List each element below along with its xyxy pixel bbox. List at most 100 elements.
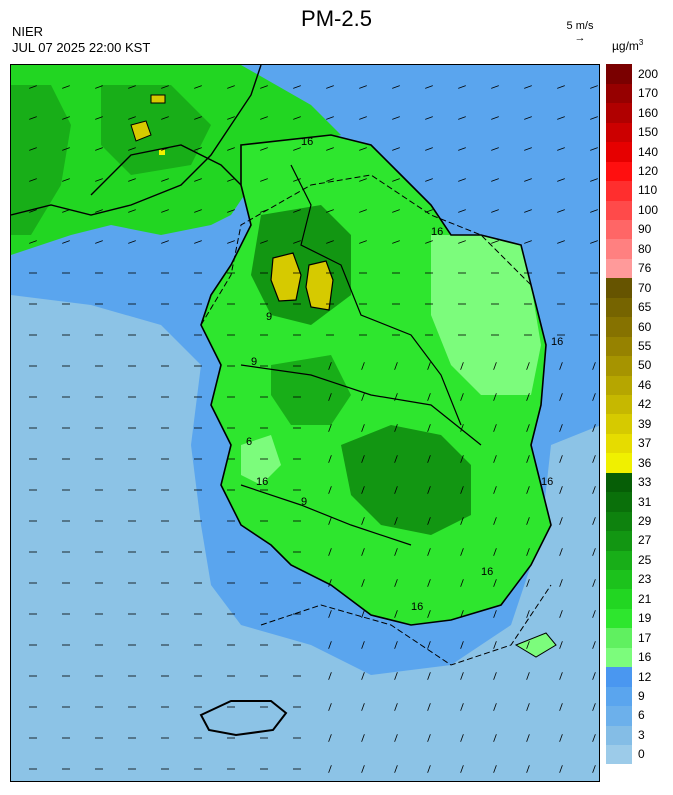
wind-arrow-icon: [392, 240, 400, 244]
wind-arrow-icon: [293, 240, 301, 244]
wind-arrow-icon: [161, 240, 169, 244]
wind-arrow-icon: [194, 85, 202, 89]
contour-label: 9: [301, 496, 307, 508]
wind-arrow-icon: [361, 765, 365, 773]
agency-label: NIER: [12, 24, 44, 39]
legend-swatch: [606, 530, 632, 551]
wind-arrow-icon: [427, 703, 431, 711]
hotspot-seoul-east: [305, 260, 334, 311]
wind-arrow-icon: [460, 517, 464, 525]
wind-arrow-icon: [392, 178, 400, 182]
wind-arrow-icon: [328, 424, 332, 432]
wind-arrow-icon: [526, 765, 530, 773]
wind-arrow-icon: [293, 178, 301, 182]
wind-arrow-icon: [328, 517, 332, 525]
wind-arrow-icon: [590, 240, 598, 244]
wind-arrow-icon: [590, 209, 598, 213]
wind-arrow-icon: [559, 765, 563, 773]
wind-arrow-icon: [460, 703, 464, 711]
wind-arrow-icon: [458, 116, 466, 120]
legend-swatch: [606, 433, 632, 454]
wind-arrow-icon: [460, 548, 464, 556]
wind-arrow-icon: [227, 209, 235, 213]
legend-value-label: 76: [638, 261, 652, 276]
wind-arrow-icon: [460, 672, 464, 680]
wind-arrow-icon: [394, 455, 398, 463]
legend-swatch: [606, 472, 632, 493]
wind-arrow-icon: [427, 393, 431, 401]
wind-arrow-icon: [592, 765, 596, 773]
wind-arrow-icon: [592, 393, 596, 401]
wind-arrow-icon: [128, 178, 136, 182]
wind-arrow-icon: [260, 178, 268, 182]
wind-arrow-icon: [260, 240, 268, 244]
wind-arrow-icon: [293, 85, 301, 89]
legend-value-label: 70: [638, 280, 652, 295]
color-legend: [606, 64, 632, 765]
legend-swatch: [606, 705, 632, 726]
wind-arrow-icon: [592, 703, 596, 711]
contour-16-north: [200, 174, 532, 326]
legend-swatch: [606, 258, 632, 279]
wind-arrow-icon: [460, 455, 464, 463]
legend-value-label: 31: [638, 494, 652, 509]
legend-swatch: [606, 394, 632, 415]
wind-arrow-icon: [326, 85, 334, 89]
wind-arrow-icon: [491, 116, 499, 120]
contour-label: 16: [481, 566, 493, 578]
legend-value-label: 42: [638, 397, 652, 412]
wind-arrow-icon: [493, 393, 497, 401]
wind-arrow-icon: [359, 147, 367, 151]
wind-arrow-icon: [260, 116, 268, 120]
wind-arrow-icon: [361, 672, 365, 680]
wind-arrow-icon: [394, 393, 398, 401]
wind-arrow-icon: [592, 548, 596, 556]
wind-arrow-icon: [328, 455, 332, 463]
wind-arrow-icon: [161, 209, 169, 213]
wind-arrow-icon: [427, 579, 431, 587]
wind-arrow-icon: [62, 209, 70, 213]
wind-arrow-icon: [161, 178, 169, 182]
wind-arrow-icon: [526, 393, 530, 401]
wind-arrow-icon: [493, 548, 497, 556]
legend-swatch: [606, 102, 632, 123]
legend-swatch: [606, 239, 632, 259]
wind-arrow-icon: [361, 517, 365, 525]
wind-arrow-icon: [526, 455, 530, 463]
province-border-3: [240, 484, 412, 546]
wind-arrow-icon: [62, 178, 70, 182]
wind-arrow-icon: [592, 424, 596, 432]
wind-arrow-icon: [493, 424, 497, 432]
wind-arrow-icon: [493, 579, 497, 587]
wind-arrow-icon: [394, 703, 398, 711]
legend-swatch: [606, 550, 632, 571]
wind-arrow-icon: [524, 147, 532, 151]
wind-arrow-icon: [29, 85, 37, 89]
legend-value-label: 21: [638, 591, 652, 606]
legend-value-label: 33: [638, 475, 652, 490]
legend-value-label: 80: [638, 241, 652, 256]
wind-arrow-icon: [392, 209, 400, 213]
legend-swatch: [606, 161, 632, 182]
wind-arrow-icon: [328, 641, 332, 649]
wind-arrow-icon: [559, 734, 563, 742]
wind-arrow-icon: [29, 240, 37, 244]
legend-value-label: 9: [638, 688, 645, 703]
legend-value-label: 25: [638, 552, 652, 567]
unit-superscript: 3: [638, 38, 644, 47]
legend-swatch: [606, 64, 632, 84]
wind-arrow-icon: [425, 240, 433, 244]
wind-arrow-icon: [361, 486, 365, 494]
wind-arrow-icon: [524, 209, 532, 213]
wind-arrow-icon: [427, 734, 431, 742]
wind-arrow-icon: [394, 362, 398, 370]
wind-arrow-icon: [361, 455, 365, 463]
wind-arrow-icon: [161, 85, 169, 89]
wind-arrow-icon: [460, 765, 464, 773]
pm25-map: 16 16 16 16 9 9 16 6 9 16 16: [10, 64, 600, 782]
legend-swatch: [606, 355, 632, 376]
contour-label: 6: [246, 436, 252, 448]
wind-arrow-icon: [592, 610, 596, 618]
wind-arrow-icon: [458, 178, 466, 182]
wind-arrow-icon: [95, 240, 103, 244]
